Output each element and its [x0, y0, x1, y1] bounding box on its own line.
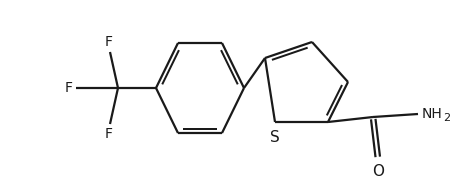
Text: S: S	[270, 130, 280, 145]
Text: F: F	[105, 127, 113, 141]
Text: NH: NH	[422, 107, 443, 121]
Text: 2: 2	[443, 113, 450, 123]
Text: O: O	[372, 164, 384, 179]
Text: F: F	[65, 81, 73, 95]
Text: F: F	[105, 35, 113, 49]
